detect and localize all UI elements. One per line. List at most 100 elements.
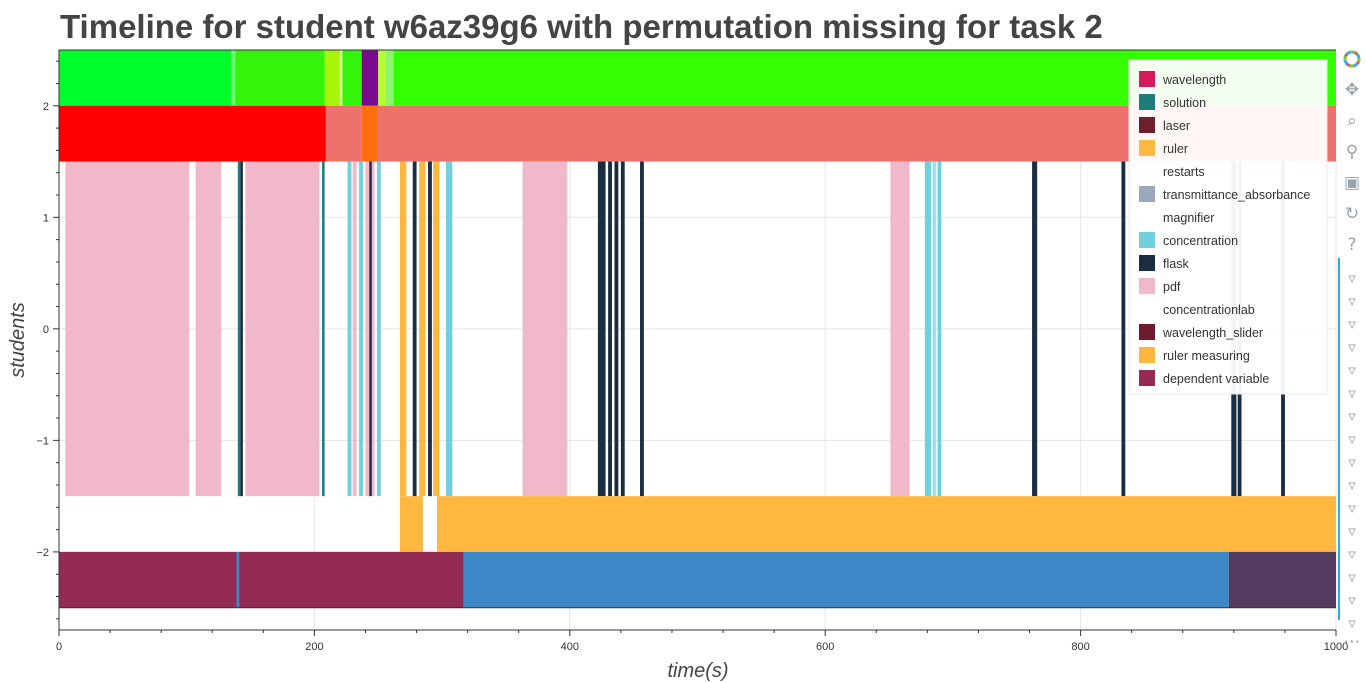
timeline-segment[interactable] [339,50,343,106]
hover-tool-icon[interactable]: ▿ [1348,315,1356,333]
timeline-segment[interactable] [399,161,407,497]
save-tool-icon[interactable]: ▣ [1343,173,1361,193]
timeline-segment[interactable] [237,161,241,497]
timeline-segment[interactable] [378,50,386,106]
legend-item[interactable]: wavelength_slider [1139,324,1263,340]
timeline-segment[interactable] [239,551,464,608]
legend-item[interactable]: restarts [1139,163,1205,179]
timeline-segment[interactable] [59,105,326,162]
legend-item[interactable]: concentrationlab [1139,301,1255,317]
timeline-segment[interactable] [640,161,644,497]
hover-tool-icon[interactable]: ▿ [1348,430,1356,448]
hover-tool-icon[interactable]: ▿ [1348,545,1356,563]
legend-swatch [1139,117,1155,133]
legend-label: ruler [1163,142,1188,156]
timeline-segment[interactable] [324,50,340,106]
help-tool-icon[interactable]: ? [1347,235,1357,255]
timeline-segment[interactable] [361,50,379,106]
legend-swatch [1139,71,1155,87]
timeline-segment[interactable] [463,551,1229,608]
hover-tool-icon[interactable]: ▿ [1348,522,1356,540]
timeline-segment[interactable] [614,161,619,497]
legend-label: wavelength [1162,73,1226,87]
hover-tool-icon[interactable]: ▿ [1348,614,1356,632]
x-tick-label: 200 [305,641,323,653]
legend: wavelength solution laser ruler restarts tran… [1128,59,1328,395]
timeline-segment[interactable] [436,496,1336,552]
legend-item[interactable]: wavelength [1139,71,1226,87]
timeline-segment[interactable] [325,105,362,162]
timeline-segment[interactable] [371,161,375,497]
timeline-segment[interactable] [369,161,372,497]
timeline-segment[interactable] [1121,161,1126,497]
timeline-segment[interactable] [399,496,423,552]
legend-label: concentrationlab [1163,303,1255,317]
hover-tool-icon[interactable]: ▿ [1348,292,1356,310]
timeline-segment[interactable] [240,161,243,497]
timeline-segment[interactable] [1032,161,1038,497]
timeline-segment[interactable] [352,161,357,497]
timeline-segment[interactable] [932,161,937,497]
timeline-segment[interactable] [608,161,612,497]
legend-item[interactable]: pdf [1139,278,1181,294]
timeline-segment[interactable] [361,105,377,162]
timeline-segment[interactable] [1228,551,1336,608]
legend-item[interactable]: solution [1139,94,1206,110]
timeline-segment[interactable] [445,161,453,497]
hover-tool-icon[interactable]: ▿ [1348,499,1356,517]
box-zoom-tool-icon[interactable]: ⌕ [1347,111,1357,131]
legend-swatch [1139,140,1155,156]
hover-tool-icon[interactable]: ▿ [1348,338,1356,356]
timeline-segment[interactable] [359,161,363,497]
legend-item[interactable]: magnifier [1139,209,1214,225]
toolbar-active-indicator [1338,258,1340,620]
hover-tool-icon[interactable]: ▿ [1348,407,1356,425]
timeline-segment[interactable] [428,161,432,497]
legend-item[interactable]: flask [1139,255,1189,271]
timeline-segment[interactable] [890,161,910,497]
hover-tool-icon[interactable]: ▿ [1348,591,1356,609]
timeline-segment[interactable] [231,50,236,106]
timeline-segment[interactable] [385,50,394,106]
legend-item[interactable]: dependent variable [1139,370,1269,386]
legend-label: wavelength_slider [1162,326,1263,340]
timeline-segment[interactable] [433,161,440,497]
hover-tool-icon[interactable]: ▿ [1348,453,1356,471]
legend-item[interactable]: transmittance_absorbance [1139,186,1310,202]
timeline-segment[interactable] [59,50,232,106]
timeline-segment[interactable] [65,161,190,497]
timeline-segment[interactable] [245,161,320,497]
timeline-segment[interactable] [937,161,942,497]
timeline-segment[interactable] [347,161,352,497]
legend-label: flask [1163,257,1189,271]
legend-item[interactable]: laser [1139,117,1190,133]
wheel-zoom-tool-icon[interactable]: ⚲ [1345,142,1359,162]
hover-tool-icon[interactable]: ▿ [1348,384,1356,402]
timeline-segment[interactable] [924,161,932,497]
timeline-segment[interactable] [322,161,325,497]
reset-tool-icon[interactable]: ↻ [1344,204,1360,224]
pan-tool-icon[interactable]: ✥ [1344,80,1360,100]
timeline-segment[interactable] [342,50,362,106]
hover-tool-icon[interactable]: ▿ [1348,361,1356,379]
timeline-segment[interactable] [235,50,325,106]
hover-tool-icon[interactable]: ▿ [1348,568,1356,586]
timeline-segment[interactable] [365,161,370,497]
timeline-segment[interactable] [620,161,625,497]
timeline-segment[interactable] [59,551,237,608]
more-tools-icon[interactable]: ⋯ [1343,632,1361,652]
timeline-segment[interactable] [522,161,568,497]
bokeh-logo-icon [1340,48,1364,70]
timeline-segment[interactable] [376,161,381,497]
hover-tool-icon[interactable]: ▿ [1348,269,1356,287]
timeline-segment[interactable] [419,161,426,497]
timeline-segment[interactable] [236,551,240,608]
legend-item[interactable]: ruler measuring [1139,347,1250,363]
hover-tool-icon[interactable]: ▿ [1348,476,1356,494]
legend-label: ruler measuring [1163,349,1250,363]
legend-item[interactable]: ruler [1139,140,1188,156]
legend-item[interactable]: concentration [1139,232,1238,248]
timeline-segment[interactable] [597,161,606,497]
timeline-segment[interactable] [195,161,222,497]
timeline-segment[interactable] [412,161,417,497]
